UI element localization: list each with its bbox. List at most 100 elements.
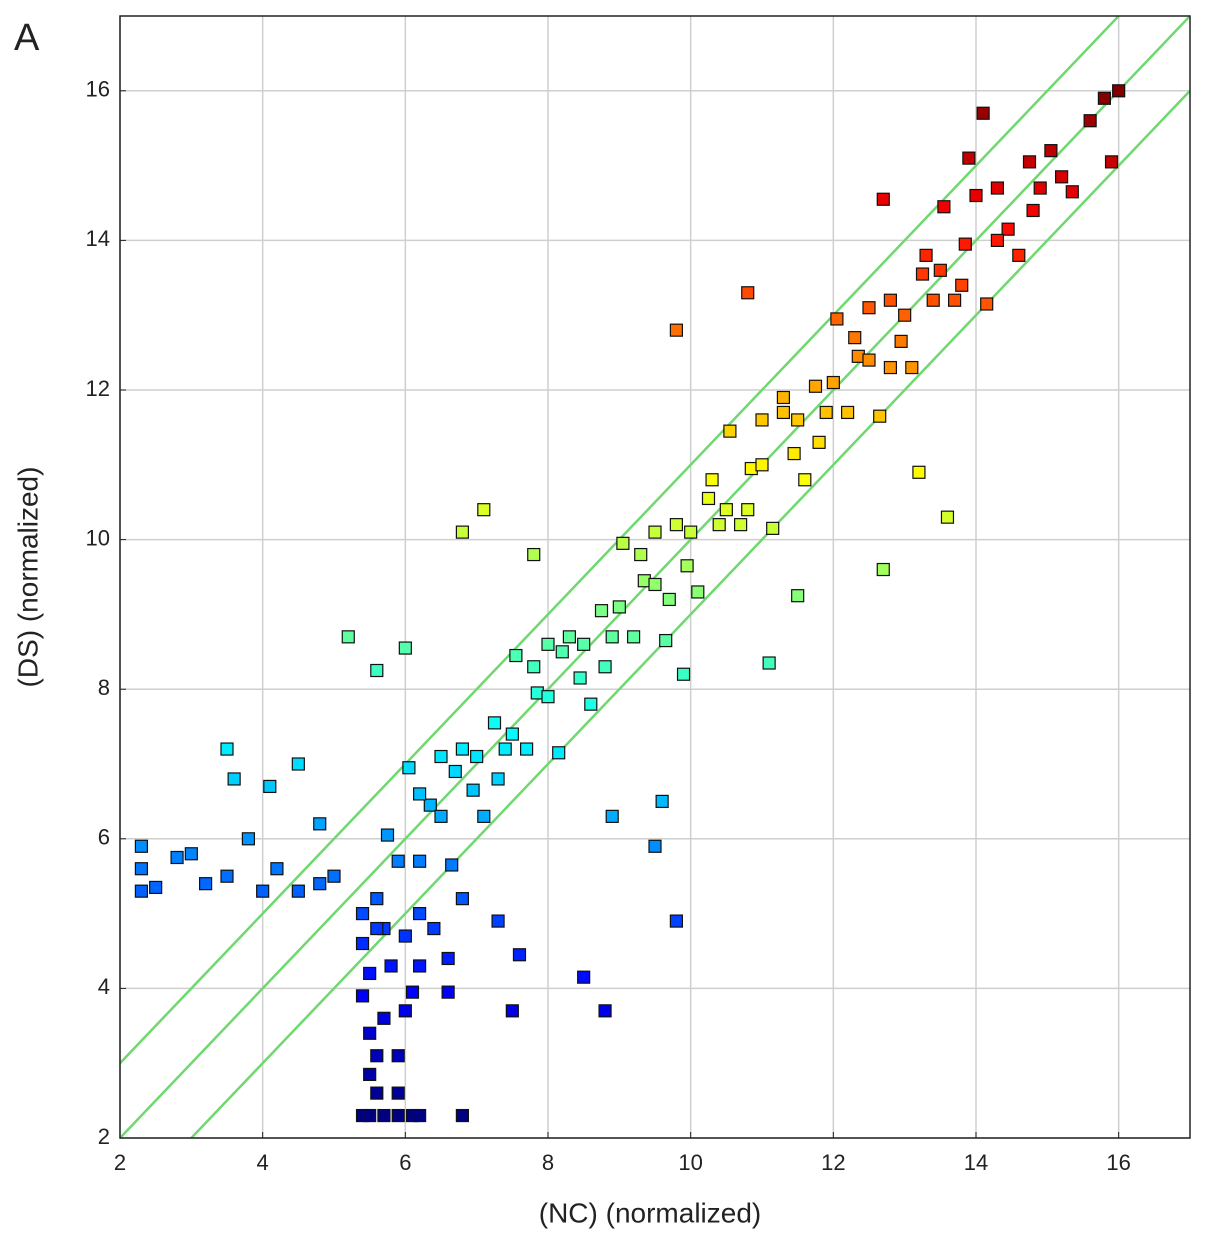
point <box>669 518 684 532</box>
point <box>199 877 213 891</box>
point <box>477 809 491 823</box>
grid <box>119 16 1190 1139</box>
x-tick-label: 4 <box>257 1150 269 1175</box>
point <box>594 604 609 618</box>
point <box>669 323 684 337</box>
point <box>684 525 698 539</box>
point <box>227 772 241 786</box>
point <box>940 510 955 524</box>
point <box>659 633 673 648</box>
point <box>363 1026 377 1040</box>
point <box>434 809 448 823</box>
point <box>616 536 630 550</box>
point <box>562 630 577 644</box>
y-tick-label: 2 <box>98 1124 110 1149</box>
point <box>755 458 769 472</box>
point <box>441 951 455 966</box>
point <box>598 660 612 674</box>
point <box>680 559 694 573</box>
point <box>819 405 833 420</box>
point <box>413 906 427 921</box>
point <box>883 293 898 307</box>
plot-frame <box>119 15 1191 1139</box>
point <box>505 727 519 741</box>
point <box>676 667 691 681</box>
point <box>926 293 940 307</box>
point <box>876 192 890 206</box>
point <box>498 742 512 756</box>
point <box>184 847 198 861</box>
point <box>787 446 801 461</box>
point <box>605 809 619 823</box>
point <box>741 286 755 300</box>
point <box>755 413 769 427</box>
point <box>947 293 962 307</box>
point <box>241 832 255 846</box>
point <box>573 671 587 685</box>
point <box>398 641 412 655</box>
point <box>1054 170 1069 184</box>
point <box>605 630 619 644</box>
point <box>976 106 990 120</box>
point <box>370 921 384 936</box>
y-tick-label: 10 <box>86 525 110 550</box>
point <box>577 970 591 984</box>
point <box>391 854 405 868</box>
point <box>937 200 951 214</box>
point <box>427 921 441 936</box>
point <box>477 503 491 517</box>
point <box>455 1108 469 1123</box>
point <box>355 989 370 1003</box>
point <box>848 331 862 345</box>
point <box>1033 181 1047 195</box>
point <box>648 525 662 539</box>
y-tick-label: 6 <box>98 825 110 850</box>
point <box>363 1108 377 1123</box>
point <box>355 906 370 921</box>
point <box>134 884 148 898</box>
panel-label: A <box>14 17 40 59</box>
point <box>552 746 566 760</box>
point <box>263 779 277 794</box>
point <box>470 749 484 764</box>
point <box>555 645 569 659</box>
reference-line <box>120 16 1190 1138</box>
point <box>962 151 976 165</box>
x-tick-label: 2 <box>114 1150 126 1175</box>
point <box>170 850 184 865</box>
point <box>1097 91 1112 105</box>
x-tick-label: 6 <box>399 1150 411 1175</box>
point <box>894 334 908 348</box>
point <box>413 1108 427 1123</box>
point <box>509 648 523 663</box>
point <box>384 959 398 973</box>
point <box>541 637 555 651</box>
point <box>898 308 912 322</box>
point <box>712 518 726 532</box>
point <box>669 914 684 928</box>
point <box>370 663 384 678</box>
point <box>969 188 983 203</box>
point <box>491 772 505 786</box>
point <box>341 630 355 644</box>
point <box>491 914 505 928</box>
point <box>776 405 791 420</box>
y-tick-label: 12 <box>86 376 110 401</box>
point <box>808 379 823 393</box>
point <box>955 278 969 292</box>
point <box>413 854 427 868</box>
point <box>455 742 469 756</box>
point <box>434 749 448 764</box>
point <box>505 1004 519 1018</box>
point <box>798 473 812 487</box>
point <box>701 491 716 506</box>
point <box>527 660 541 674</box>
point <box>776 390 791 405</box>
point <box>391 1108 405 1123</box>
point <box>912 465 926 479</box>
point <box>441 985 455 999</box>
point <box>830 312 844 326</box>
y-tick-label: 8 <box>98 675 110 700</box>
point <box>812 435 826 449</box>
